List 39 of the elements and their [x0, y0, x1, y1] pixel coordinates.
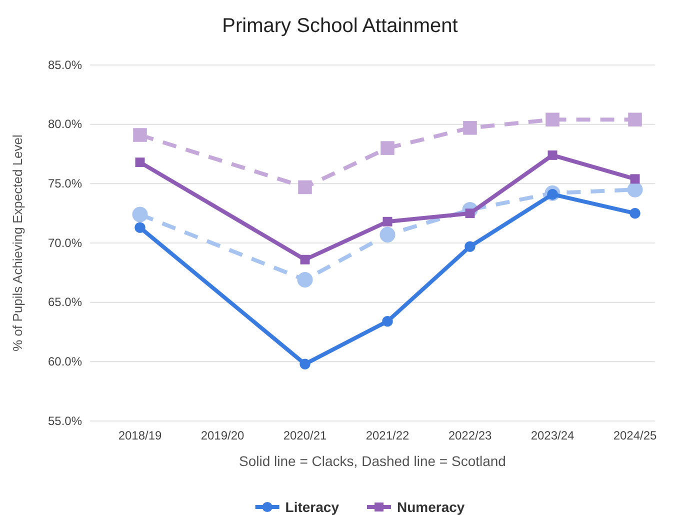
point [380, 141, 394, 155]
x-tick-label: 2023/24 [530, 428, 575, 443]
point [382, 316, 393, 327]
point [300, 358, 310, 370]
point [382, 216, 392, 226]
point [627, 182, 643, 198]
y-tick-label: 60.0% [48, 354, 82, 369]
x-tick-label: 2020/21 [283, 428, 328, 443]
y-tick-label: 70.0% [48, 236, 82, 250]
y-tick-label: 75.0% [48, 176, 82, 191]
point [546, 112, 560, 126]
x-tick-label: 2018/19 [118, 428, 162, 443]
x-axis-title: Solid line = Clacks, Dashed line = Scotland [239, 453, 506, 469]
y-axis-title: % of Pupils Achieving Expected Level [10, 134, 25, 352]
x-tick-label: 2019/20 [200, 428, 245, 443]
point [134, 222, 146, 233]
point [630, 208, 640, 219]
y-tick-label: 85.0% [48, 58, 82, 72]
y-tick-label: 80.0% [48, 117, 82, 132]
point [297, 272, 313, 288]
chart-title: Primary School Attainment [222, 15, 458, 37]
point [548, 150, 558, 160]
y-tick-label: 65.0% [48, 295, 82, 310]
point [133, 128, 147, 142]
point [298, 180, 312, 194]
point [628, 112, 642, 126]
x-tick-label: 2022/23 [448, 428, 492, 443]
point [463, 121, 477, 135]
point [132, 206, 148, 222]
y-tick-label: 55.0% [48, 414, 82, 428]
point [135, 158, 145, 168]
point [464, 241, 476, 252]
legend-label: Literacy [285, 499, 340, 515]
point [630, 174, 640, 184]
x-tick-label: 2021/22 [366, 428, 410, 443]
point [300, 254, 310, 264]
point [380, 226, 396, 242]
x-tick-label: 2024/25 [613, 428, 658, 443]
legend-label: Numeracy [397, 499, 465, 515]
